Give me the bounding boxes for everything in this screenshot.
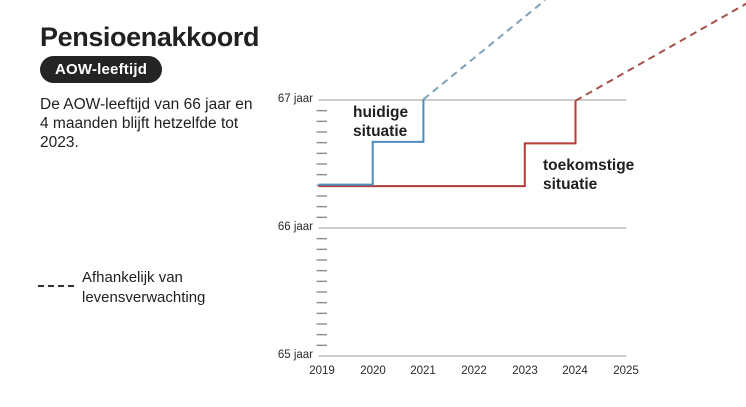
description-text: De AOW-leeftijd van 66 jaar en 4 maanden… [40, 96, 253, 151]
current-step-line [318, 99, 425, 186]
topic-badge: AOW-leeftijd [40, 56, 163, 83]
future-projection-line [575, 2, 746, 102]
xtick-2023: 2023 [512, 365, 538, 377]
ytick-65-jaar: 65 jaar [277, 349, 313, 361]
page-title: Pensioenakkoord [40, 22, 260, 52]
current-situation-label: huidige situatie [353, 104, 409, 140]
future-situation-label: toekomstige situatie [543, 157, 635, 193]
xtick-2020: 2020 [360, 365, 386, 377]
xtick-2025: 2025 [613, 365, 639, 377]
future-step-line [318, 100, 577, 188]
ytick-67-jaar: 67 jaar [277, 93, 313, 105]
xtick-2022: 2022 [461, 365, 487, 377]
legend-label: Afhankelijk van levensverwachting [82, 269, 206, 306]
xtick-2024: 2024 [562, 365, 588, 377]
current-projection-line [422, 0, 546, 101]
ytick-66-jaar: 66 jaar [277, 221, 313, 233]
xtick-2021: 2021 [410, 365, 436, 377]
dashed-line-icon [38, 285, 74, 287]
xtick-2019: 2019 [309, 365, 335, 377]
